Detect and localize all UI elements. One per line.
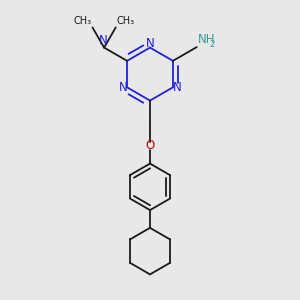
Text: CH₃: CH₃ xyxy=(74,16,92,26)
Text: O: O xyxy=(146,139,154,152)
Text: N: N xyxy=(118,81,127,94)
Text: NH: NH xyxy=(198,33,215,46)
Text: N: N xyxy=(146,37,154,50)
Text: 2: 2 xyxy=(210,40,215,50)
Text: N: N xyxy=(173,81,182,94)
Text: CH₃: CH₃ xyxy=(116,16,134,26)
Text: N: N xyxy=(99,34,108,47)
